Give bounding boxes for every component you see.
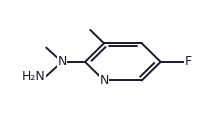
Text: H₂N: H₂N <box>21 70 45 83</box>
Text: F: F <box>185 55 192 68</box>
Text: N: N <box>99 74 109 87</box>
Text: N: N <box>57 55 67 68</box>
